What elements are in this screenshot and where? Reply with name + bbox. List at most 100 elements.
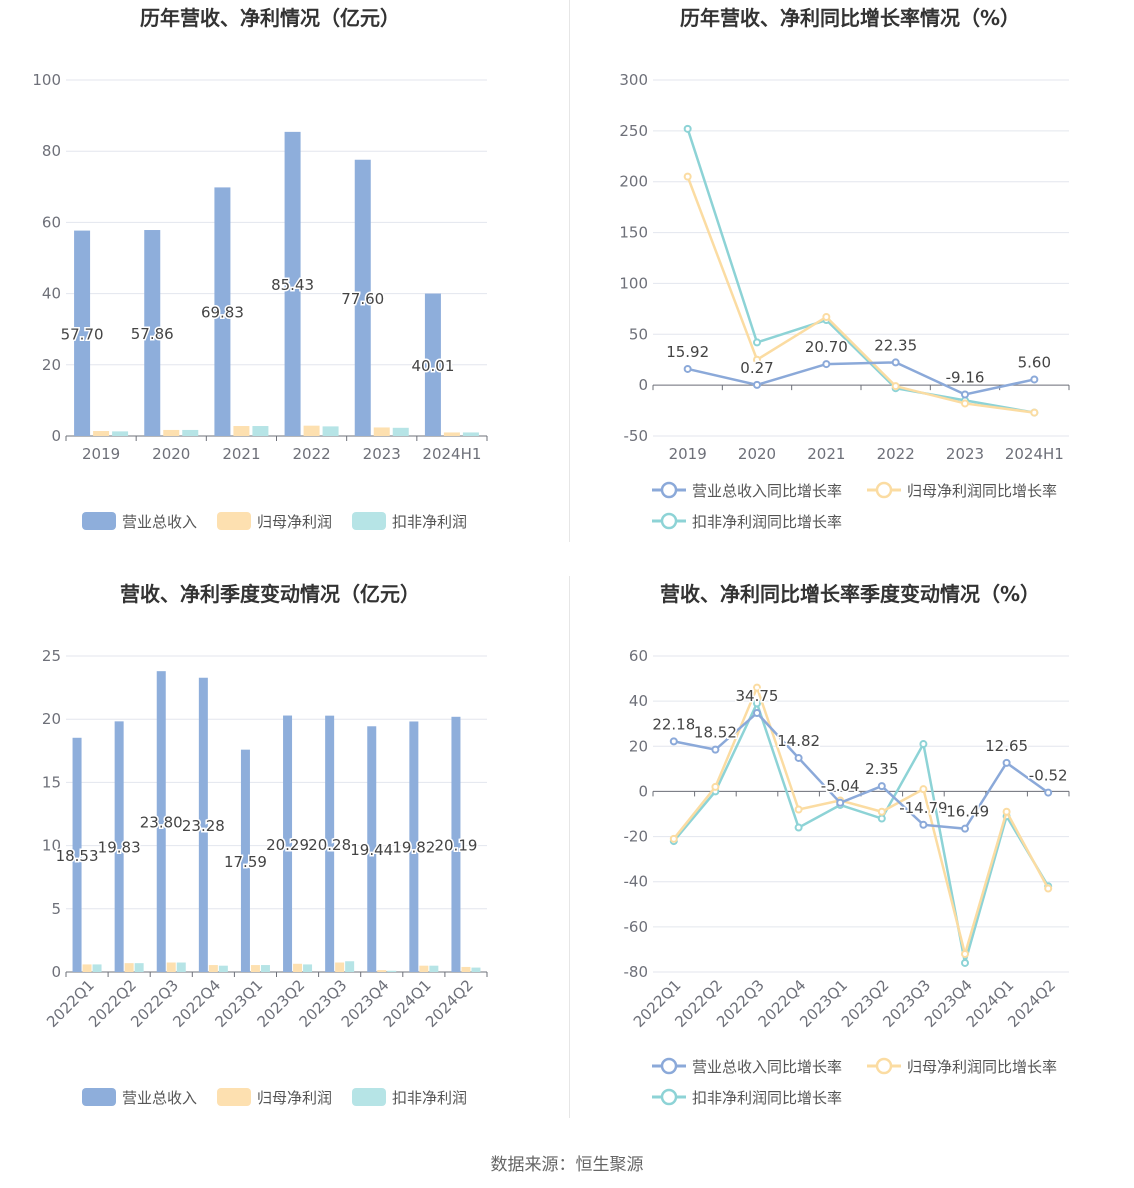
data-point	[836, 798, 845, 807]
x-tick-label: 2019	[82, 445, 120, 463]
data-point	[1002, 807, 1011, 816]
bar	[303, 964, 313, 972]
y-tick-label: -20	[624, 828, 649, 846]
legend-marker	[660, 512, 678, 530]
bar	[283, 715, 293, 972]
data-point	[877, 782, 886, 791]
x-tick-label: 2022	[877, 445, 915, 463]
legend-label: 归母净利润同比增长率	[907, 482, 1057, 500]
bar	[166, 962, 176, 972]
data-point	[753, 708, 761, 717]
legend-label: 营业总收入同比增长率	[692, 482, 842, 500]
data-point	[822, 312, 831, 321]
data-label: -14.79	[899, 799, 947, 817]
data-point	[753, 380, 761, 389]
chart-svg: 营收、净利季度变动情况（亿元）05101520252022Q12022Q2202…	[42, 582, 488, 1107]
y-tick-label: 250	[619, 122, 648, 140]
legend-swatch	[352, 512, 386, 530]
data-label: 22.35	[874, 336, 917, 354]
annual-growth-rate-chart: 历年营收、净利同比增长率情况（%） -50 0 50 100 150 200 250 300 20…	[567, 0, 1134, 576]
data-point	[961, 958, 969, 967]
data-label: 85.43	[271, 276, 314, 294]
data-point	[1044, 884, 1053, 893]
legend-label: 归母净利润	[257, 1089, 332, 1107]
y-tick-label: 60	[629, 647, 648, 665]
data-label: 23.80	[140, 814, 183, 832]
data-label: 20.28	[308, 836, 351, 854]
data-point	[794, 753, 803, 762]
data-point	[683, 364, 692, 373]
bar	[163, 429, 180, 436]
bar	[240, 749, 250, 972]
y-tick-label: -40	[624, 873, 649, 891]
legend-swatch	[217, 512, 251, 530]
bar	[93, 431, 110, 436]
bar	[92, 964, 102, 972]
data-label: 2.35	[865, 760, 898, 778]
bar	[144, 230, 161, 436]
data-label: 20.29	[266, 836, 309, 854]
data-point	[891, 358, 900, 367]
quarterly-revenue-profit-chart: 营收、净利季度变动情况（亿元） 0 5 10 15 20 25 2022Q1 2022Q2 202…	[0, 576, 567, 1152]
data-label: 19.82	[392, 839, 435, 857]
y-tick-label: 50	[629, 325, 648, 343]
quarterly-growth-rate-chart: 营收、净利同比增长率季度变动情况（%） -80 -60 -40 -20 0 20 40 60 20…	[567, 576, 1134, 1152]
legend-label: 扣非净利润	[392, 513, 467, 531]
bar	[260, 965, 270, 972]
legend-swatch	[352, 1088, 386, 1106]
bar	[409, 721, 419, 972]
y-tick-label: 0	[638, 376, 648, 394]
data-label: -5.04	[821, 777, 860, 795]
data-label: -0.52	[1029, 767, 1068, 785]
y-tick-label: 10	[42, 837, 61, 855]
bar	[303, 425, 320, 436]
bar	[214, 187, 231, 436]
data-label: 34.75	[736, 687, 779, 705]
data-label: 40.01	[411, 357, 454, 375]
data-label: 20.19	[434, 836, 477, 854]
panel-divider-top	[569, 0, 570, 542]
data-label: 5.60	[1018, 353, 1051, 371]
y-tick-label: 0	[51, 963, 61, 981]
bar	[293, 963, 303, 972]
bar	[72, 737, 82, 972]
bar	[208, 965, 218, 972]
bar	[134, 963, 144, 972]
y-tick-label: 15	[42, 773, 61, 791]
data-point	[919, 820, 928, 829]
y-tick-label: 80	[42, 142, 61, 160]
chart-svg: 营收、净利同比增长率季度变动情况（%）-80-60-40-20020406020…	[624, 582, 1070, 1107]
series-line	[686, 176, 1035, 414]
y-tick-label: -60	[624, 918, 649, 936]
data-point	[1030, 408, 1039, 417]
bar	[233, 426, 250, 436]
bar	[74, 230, 91, 436]
data-point	[683, 124, 692, 133]
data-point	[891, 382, 900, 391]
x-tick-label: 2019	[669, 445, 707, 463]
data-point	[1002, 758, 1011, 767]
x-tick-label: 2021	[222, 445, 260, 463]
y-tick-label: 60	[42, 213, 61, 231]
data-point	[877, 814, 886, 823]
data-label: 23.28	[182, 817, 225, 835]
legend-label: 扣非净利润同比增长率	[692, 513, 842, 531]
bar	[252, 426, 269, 436]
y-tick-label: 300	[619, 71, 648, 89]
data-point	[753, 683, 761, 692]
series-line	[672, 700, 1050, 964]
x-tick-label: 2020	[738, 445, 776, 463]
bar	[284, 131, 301, 436]
y-tick-label: 200	[619, 173, 648, 191]
data-point	[961, 399, 969, 408]
series-line	[686, 128, 1035, 414]
bar	[82, 964, 92, 972]
data-point	[961, 390, 969, 399]
x-tick-label: 2022	[292, 445, 330, 463]
y-tick-label: -80	[624, 963, 649, 981]
legend-label: 归母净利润	[257, 513, 332, 531]
y-tick-label: 40	[629, 692, 648, 710]
bar	[156, 671, 166, 972]
bar	[367, 726, 377, 972]
series-line	[687, 361, 1035, 396]
